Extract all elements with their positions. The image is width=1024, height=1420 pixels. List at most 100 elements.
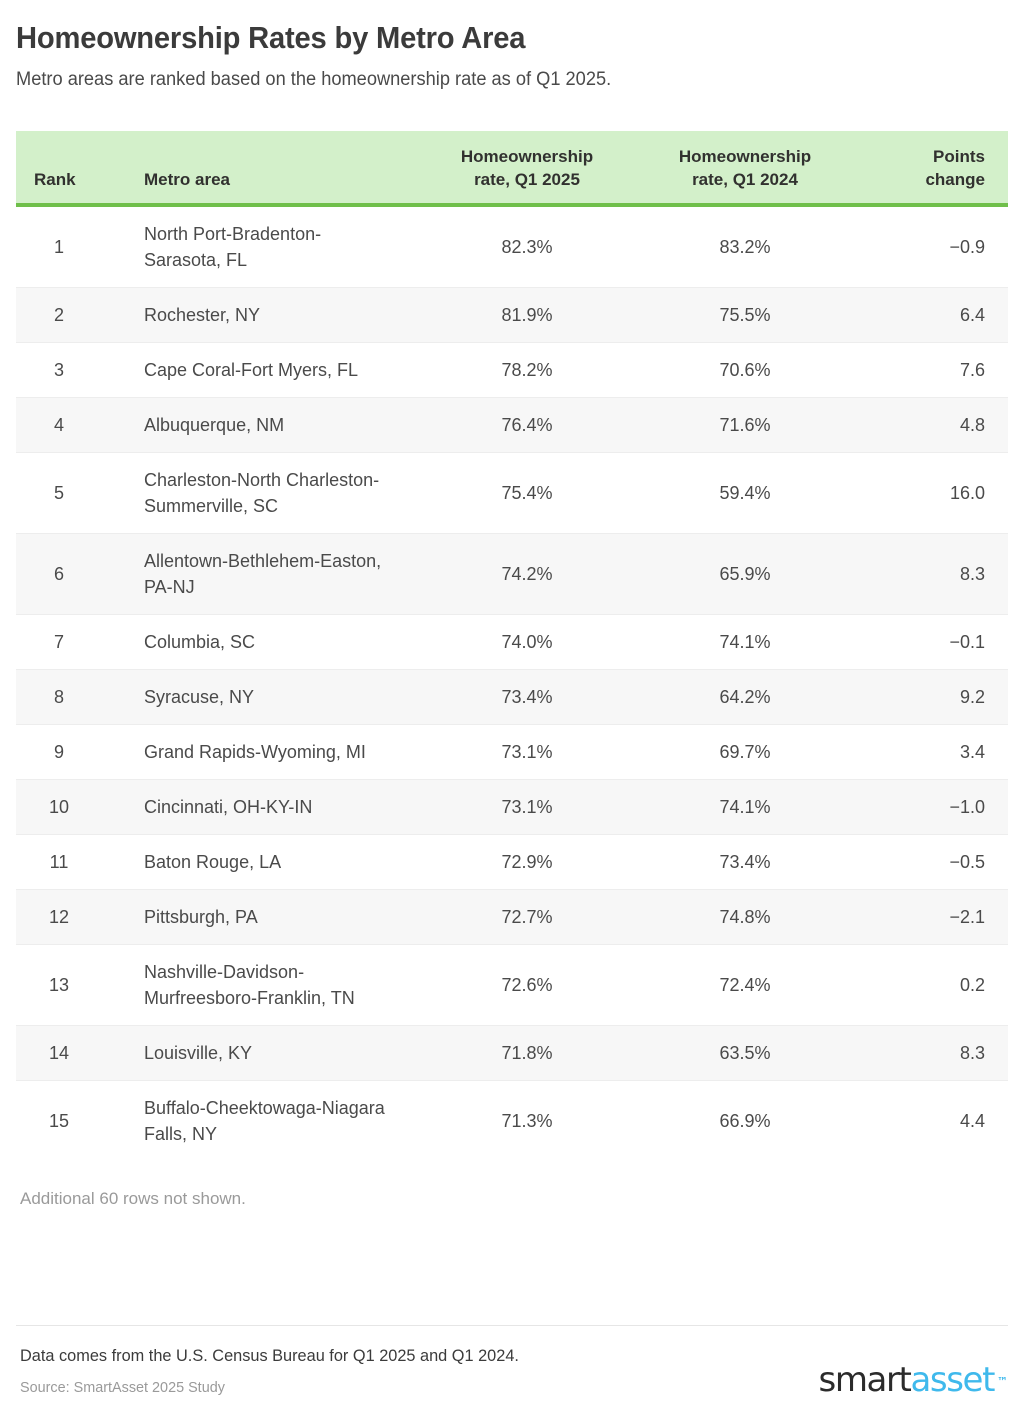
cell-metro-area: Allentown-Bethlehem-Easton, PA-NJ bbox=[120, 533, 420, 615]
cell-metro-area: Cape Coral-Fort Myers, FL bbox=[144, 360, 359, 380]
cell-rank: 1 bbox=[53, 237, 64, 257]
table-row[interactable]: 4 Albuquerque, NM 76.4% 71.6% 4.8 bbox=[16, 397, 1008, 453]
cell-rate-2025: 73.4% bbox=[420, 669, 640, 725]
cell-rank: 7 bbox=[53, 632, 64, 652]
cell-rank: 9 bbox=[53, 742, 64, 762]
table-body: 1 North Port-Bradenton-Sarasota, FL 82.3% 8… bbox=[16, 205, 1008, 1161]
cell-rate-2025: 72.9% bbox=[501, 852, 553, 872]
cell-metro-area: Albuquerque, NM bbox=[120, 397, 420, 453]
cell-metro-area: Baton Rouge, LA bbox=[144, 852, 282, 872]
logo-text-smart: smart bbox=[818, 1360, 912, 1400]
cell-metro-area: Charleston-North Charleston-Summerville,… bbox=[144, 470, 380, 516]
cell-points-change: 8.3 bbox=[860, 533, 1008, 615]
table-row[interactable]: 1 North Port-Bradenton-Sarasota, FL 82.3% 8… bbox=[16, 205, 1008, 288]
study-source-note: Source: SmartAsset 2025 Study bbox=[20, 1379, 225, 1396]
cell-rank: 11 bbox=[49, 852, 69, 872]
table-header-row: Rank Metro area Homeownership rate, Q1 2… bbox=[16, 131, 1008, 207]
cell-rate-2024: 72.4% bbox=[719, 975, 771, 995]
cell-rate-2024: 70.6% bbox=[719, 360, 771, 380]
column-header-points-change-line2: change bbox=[925, 170, 985, 189]
table-row[interactable]: 2 Rochester, NY 81.9% 75.5% 6.4 bbox=[16, 287, 1008, 343]
column-header-rate-2024-line2: rate, Q1 2024 bbox=[692, 170, 798, 189]
cell-rate-2024: 66.9% bbox=[719, 1111, 771, 1131]
cell-metro-area: Buffalo-Cheektowaga-Niagara Falls, NY bbox=[144, 1098, 385, 1144]
cell-metro-area: Grand Rapids-Wyoming, MI bbox=[144, 742, 366, 762]
page-title: Homeownership Rates by Metro Area bbox=[16, 20, 526, 55]
column-header-rank-label: Rank bbox=[34, 170, 76, 189]
column-header-rate-2024-line1: Homeownership bbox=[678, 147, 812, 166]
column-header-metro-area[interactable]: Metro area bbox=[120, 131, 420, 207]
cell-points-change: 7.6 bbox=[959, 360, 985, 380]
cell-points-change: 3.4 bbox=[959, 742, 985, 762]
cell-metro-area: Cincinnati, OH-KY-IN bbox=[120, 779, 420, 835]
cell-rank: 12 bbox=[16, 889, 120, 945]
cell-points-change: 9.2 bbox=[860, 669, 1008, 725]
table-row[interactable]: 10 Cincinnati, OH-KY-IN 73.1% 74.1% −1.0 bbox=[16, 779, 1008, 835]
cell-rate-2025: 73.1% bbox=[420, 779, 640, 835]
cell-rate-2024: 74.1% bbox=[719, 632, 771, 652]
table-header: Rank Metro area Homeownership rate, Q1 2… bbox=[16, 131, 1008, 207]
cell-points-change: −0.9 bbox=[949, 237, 985, 257]
cell-points-change: 16.0 bbox=[949, 483, 985, 503]
cell-rate-2024: 75.5% bbox=[640, 287, 860, 343]
cell-points-change: 4.4 bbox=[959, 1111, 985, 1131]
cell-rate-2024: 59.4% bbox=[719, 483, 771, 503]
cell-rank: 15 bbox=[48, 1111, 70, 1131]
cell-rate-2024: 65.9% bbox=[640, 533, 860, 615]
cell-rate-2025: 71.8% bbox=[420, 1025, 640, 1081]
logo-text-asset: asset bbox=[910, 1360, 995, 1400]
cell-rate-2025: 81.9% bbox=[420, 287, 640, 343]
cell-points-change: −2.1 bbox=[860, 889, 1008, 945]
cell-rate-2024: 74.1% bbox=[640, 779, 860, 835]
cell-points-change: −0.5 bbox=[949, 852, 985, 872]
cell-rate-2024: 64.2% bbox=[640, 669, 860, 725]
table-row[interactable]: 9 Grand Rapids-Wyoming, MI 73.1% 69.7% 3.4 bbox=[16, 725, 1008, 780]
cell-rate-2025: 74.0% bbox=[501, 632, 553, 652]
table-row[interactable]: 12 Pittsburgh, PA 72.7% 74.8% −2.1 bbox=[16, 889, 1008, 945]
column-header-rate-2024[interactable]: Homeownership rate, Q1 2024 bbox=[640, 131, 860, 207]
cell-rate-2025: 74.2% bbox=[420, 533, 640, 615]
page-subtitle: Metro areas are ranked based on the home… bbox=[16, 69, 612, 90]
column-header-rate-2025-line2: rate, Q1 2025 bbox=[474, 170, 580, 189]
cell-rate-2024: 83.2% bbox=[719, 237, 771, 257]
cell-metro-area: Louisville, KY bbox=[120, 1025, 420, 1081]
cell-rate-2025: 82.3% bbox=[501, 237, 553, 257]
footer: Data comes from the U.S. Census Bureau f… bbox=[16, 1325, 1008, 1398]
footer-text-block: Data comes from the U.S. Census Bureau f… bbox=[16, 1344, 540, 1398]
table-row[interactable]: 7 Columbia, SC 74.0% 74.1% −0.1 bbox=[16, 615, 1008, 670]
cell-metro-area: Pittsburgh, PA bbox=[120, 889, 420, 945]
cell-metro-area: Nashville-Davidson-Murfreesboro-Franklin… bbox=[144, 962, 355, 1008]
cell-points-change: 6.4 bbox=[860, 287, 1008, 343]
cell-rank: 6 bbox=[16, 533, 120, 615]
cell-points-change: 8.3 bbox=[860, 1025, 1008, 1081]
cell-rank: 13 bbox=[48, 975, 70, 995]
cell-rate-2024: 63.5% bbox=[640, 1025, 860, 1081]
cell-points-change: 0.2 bbox=[959, 975, 985, 995]
cell-rank: 5 bbox=[53, 483, 64, 503]
cell-rank: 2 bbox=[16, 287, 120, 343]
cell-rate-2024: 69.7% bbox=[719, 742, 771, 762]
table-row[interactable]: 3 Cape Coral-Fort Myers, FL 78.2% 70.6% 7.6 bbox=[16, 343, 1008, 398]
cell-rate-2024: 74.8% bbox=[640, 889, 860, 945]
table-row[interactable]: 6 Allentown-Bethlehem-Easton, PA-NJ 74.2% 6… bbox=[16, 533, 1008, 615]
table-row[interactable]: 8 Syracuse, NY 73.4% 64.2% 9.2 bbox=[16, 669, 1008, 725]
column-header-points-change-line1: Points bbox=[933, 147, 985, 166]
table-container: Rank Metro area Homeownership rate, Q1 2… bbox=[16, 131, 1008, 1161]
table-row[interactable]: 15 Buffalo-Cheektowaga-Niagara Falls, NY 7… bbox=[16, 1081, 1008, 1162]
table-row[interactable]: 14 Louisville, KY 71.8% 63.5% 8.3 bbox=[16, 1025, 1008, 1081]
cell-points-change: −0.1 bbox=[949, 632, 985, 652]
column-header-rate-2025[interactable]: Homeownership rate, Q1 2025 bbox=[420, 131, 640, 207]
cell-rate-2025: 75.4% bbox=[501, 483, 553, 503]
column-header-rate-2025-line1: Homeownership bbox=[460, 147, 594, 166]
column-header-rank[interactable]: Rank bbox=[16, 131, 120, 207]
smartasset-logo[interactable]: smartasset ™ bbox=[819, 1362, 1009, 1398]
table-row[interactable]: 5 Charleston-North Charleston-Summerville… bbox=[16, 453, 1008, 534]
column-header-points-change[interactable]: Points change bbox=[860, 131, 1008, 207]
footer-divider bbox=[16, 1325, 1008, 1326]
table-row[interactable]: 13 Nashville-Davidson-Murfreesboro-Frankl… bbox=[16, 945, 1008, 1026]
cell-points-change: −1.0 bbox=[860, 779, 1008, 835]
table-row[interactable]: 11 Baton Rouge, LA 72.9% 73.4% −0.5 bbox=[16, 835, 1008, 890]
cell-rank: 3 bbox=[53, 360, 64, 380]
cell-rate-2025: 71.3% bbox=[501, 1111, 553, 1131]
